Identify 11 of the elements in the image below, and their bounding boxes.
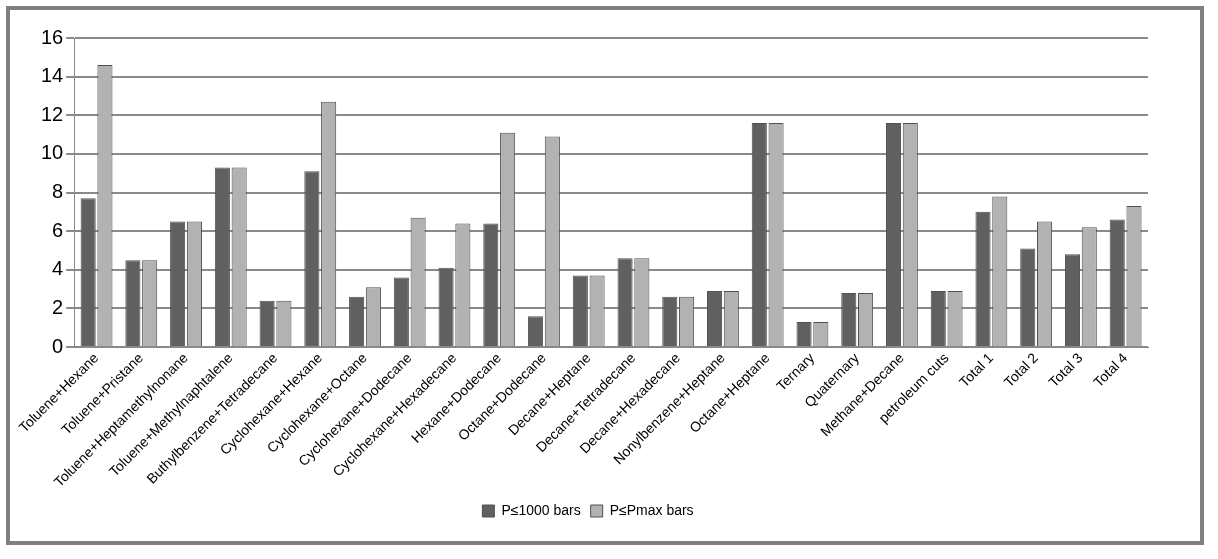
y-tick-label: 2 bbox=[52, 295, 64, 318]
y-tick-label: 12 bbox=[40, 102, 64, 125]
y-tick-label: 14 bbox=[40, 64, 64, 87]
y-tick-label: 16 bbox=[40, 25, 64, 48]
y-tick-label: 4 bbox=[52, 257, 64, 280]
y-tick-label: 6 bbox=[52, 218, 64, 241]
y-tick-label: 0 bbox=[52, 334, 64, 357]
y-tick-label: 8 bbox=[52, 180, 64, 203]
y-tick-label: 10 bbox=[40, 141, 64, 164]
legend-label: P≤1000 bars bbox=[501, 501, 581, 518]
legend-label: P≤Pmax bars bbox=[609, 501, 694, 518]
